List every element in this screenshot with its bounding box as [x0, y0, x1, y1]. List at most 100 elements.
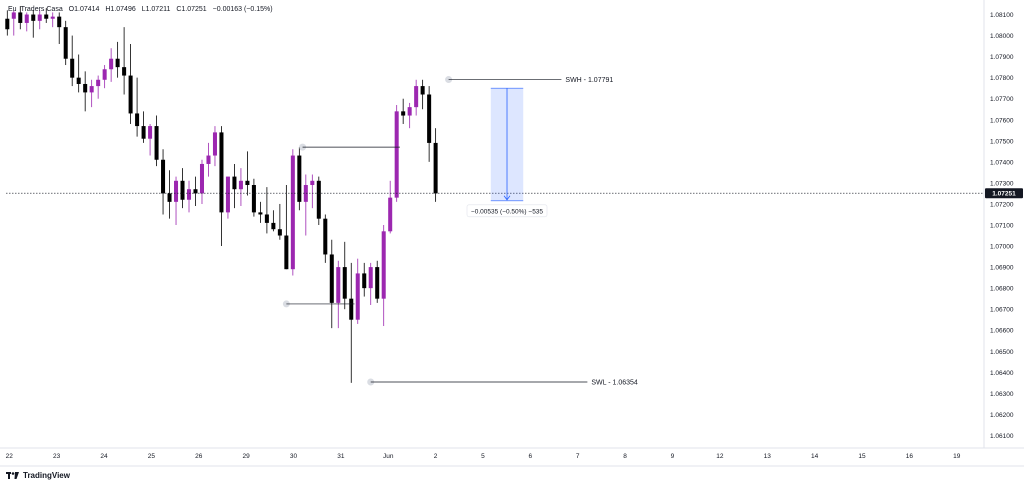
x-tick-label: 16: [906, 453, 914, 460]
y-tick-label: 1.06800: [990, 286, 1014, 293]
candle-body: [11, 12, 16, 19]
measure-arrow-head: [503, 195, 511, 201]
y-tick-label: 1.07100: [990, 223, 1014, 230]
candle-body: [63, 27, 68, 59]
x-tick-label: 31: [337, 453, 345, 460]
candle-body: [102, 69, 107, 80]
candle-body: [37, 14, 42, 21]
candle-body: [401, 111, 406, 116]
candle-body: [290, 155, 295, 270]
candle-body: [433, 142, 438, 194]
y-tick-label: 1.07800: [990, 75, 1014, 82]
current-price-tag: [985, 188, 1023, 199]
candle-body: [368, 267, 373, 289]
y-tick-label: 1.07600: [990, 117, 1014, 124]
candle-body: [167, 193, 172, 202]
y-tick-label: 1.07400: [990, 159, 1014, 166]
high-value: H1.07496: [105, 6, 136, 13]
measure-label-box: [466, 204, 548, 218]
x-tick-label: Jun: [383, 453, 394, 460]
candle-body: [232, 176, 237, 190]
y-tick-label: 1.06600: [990, 328, 1014, 335]
x-tick-label: 25: [148, 453, 156, 460]
close-value: C1.07251: [176, 6, 207, 13]
x-tick-label: 5: [481, 453, 485, 460]
candle-body: [297, 155, 302, 202]
candle-body: [57, 16, 62, 28]
candle-body: [135, 113, 140, 127]
candle-body: [128, 75, 133, 114]
candle-body: [323, 218, 328, 255]
candle-body: [193, 189, 198, 194]
candle-body: [427, 94, 432, 143]
candle-body: [381, 231, 386, 299]
x-tick-label: 23: [53, 453, 61, 460]
y-tick-label: 1.06900: [990, 265, 1014, 272]
candle-body: [206, 155, 211, 164]
measure-label: −0.00535 (−0.50%) −535: [471, 208, 543, 215]
candle-body: [154, 126, 159, 160]
candle-body: [89, 86, 94, 93]
x-tick-label: 12: [716, 453, 724, 460]
candle-body: [414, 86, 419, 108]
candle-body: [18, 12, 23, 23]
candle-body: [225, 176, 230, 213]
candle-body: [50, 16, 55, 19]
candle-body: [284, 235, 289, 270]
candle-body: [336, 267, 341, 303]
tradingview-branding[interactable]: TradingView: [6, 471, 70, 480]
candle-body: [109, 58, 114, 70]
ohlc-legend: Eu Traders Casa O1.07414 H1.07496 L1.0721…: [8, 6, 277, 13]
x-tick-label: 30: [290, 453, 298, 460]
candle-body: [264, 214, 269, 223]
candle-body: [349, 298, 354, 320]
candle-body: [122, 67, 127, 76]
candle-body: [161, 159, 166, 194]
candle-body: [141, 126, 146, 139]
y-tick-label: 1.06700: [990, 307, 1014, 314]
x-tick-label: 13: [764, 453, 772, 460]
candle-body: [271, 222, 276, 230]
y-tick-label: 1.08000: [990, 33, 1014, 40]
x-tick-label: 19: [953, 453, 961, 460]
candle-body: [212, 132, 217, 156]
y-tick-label: 1.06200: [990, 412, 1014, 419]
candle-body: [355, 273, 360, 320]
candle-body: [329, 254, 334, 303]
candle-body: [70, 58, 75, 78]
open-value: O1.07414: [68, 6, 100, 13]
candle-body: [420, 86, 425, 95]
candle-body: [394, 111, 399, 198]
y-tick-label: 1.07300: [990, 180, 1014, 187]
x-tick-label: 9: [671, 453, 675, 460]
symbol-prefix[interactable]: Eu: [8, 6, 17, 13]
candle-body: [310, 180, 315, 186]
candle-body: [5, 18, 10, 30]
candle-body: [362, 273, 367, 289]
y-tick-label: 1.07700: [990, 96, 1014, 103]
y-tick-label: 1.07000: [990, 244, 1014, 251]
y-tick-label: 1.08100: [990, 12, 1014, 19]
candles-layer: [5, 6, 438, 383]
x-tick-label: 14: [811, 453, 819, 460]
x-tick-label: 7: [576, 453, 580, 460]
candle-body: [76, 77, 81, 84]
candle-body: [277, 229, 282, 236]
y-tick-label: 1.06500: [990, 349, 1014, 356]
candle-body: [303, 185, 308, 202]
swl-label: SWL - 1.06354: [591, 380, 638, 387]
candle-body: [96, 79, 101, 87]
candle-body: [24, 14, 29, 23]
candle-body: [342, 267, 347, 299]
chart-grid: [0, 0, 1024, 467]
x-tick-label: 29: [243, 453, 251, 460]
x-tick-label: 8: [623, 453, 627, 460]
candle-body: [407, 107, 412, 116]
y-tick-label: 1.07200: [990, 201, 1014, 208]
x-tick-label: 22: [6, 453, 14, 460]
y-tick-label: 1.06100: [990, 433, 1014, 440]
candle-body: [148, 126, 153, 139]
candle-body: [375, 267, 380, 299]
